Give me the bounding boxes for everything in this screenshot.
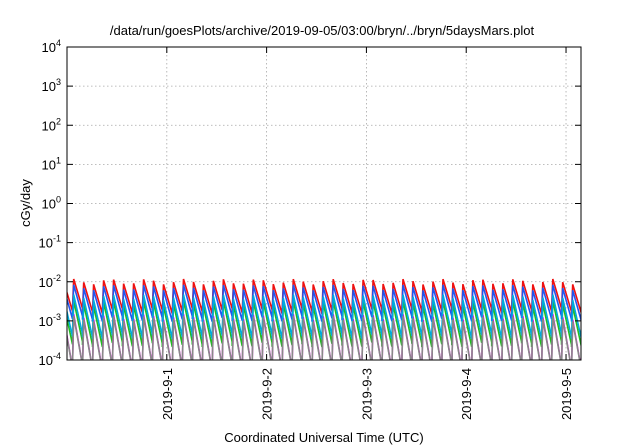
x-axis: 2019-9-1 2019-9-2 2019-9-3 2019-9-4 2019-9-5 — [160, 47, 574, 420]
y-tick-label: 100 — [42, 195, 61, 212]
y-tick-label: 102 — [42, 116, 61, 133]
y-tick-label: 10-3 — [39, 312, 61, 329]
y-tick-label: 10-2 — [39, 273, 61, 290]
y-tick-label: 10-4 — [39, 351, 61, 368]
y-tick-label: 103 — [42, 77, 61, 94]
x-tick-label: 2019-9-5 — [559, 368, 574, 420]
chart-title: /data/run/goesPlots/archive/2019-09-05/0… — [110, 23, 535, 38]
x-tick-label: 2019-9-4 — [459, 368, 474, 420]
x-axis-label: Coordinated Universal Time (UTC) — [224, 430, 423, 445]
y-axis: 10-4 10-3 10-2 10-1 100 101 102 103 104 — [39, 38, 581, 368]
x-tick-label: 2019-9-2 — [260, 368, 275, 420]
y-axis-label: cGy/day — [18, 179, 33, 227]
y-tick-label: 101 — [42, 155, 61, 172]
x-tick-label: 2019-9-1 — [160, 368, 175, 420]
series-group — [67, 278, 581, 360]
x-tick-label: 2019-9-3 — [359, 368, 374, 420]
y-tick-label: 104 — [42, 38, 61, 55]
y-tick-label: 10-1 — [39, 234, 61, 251]
